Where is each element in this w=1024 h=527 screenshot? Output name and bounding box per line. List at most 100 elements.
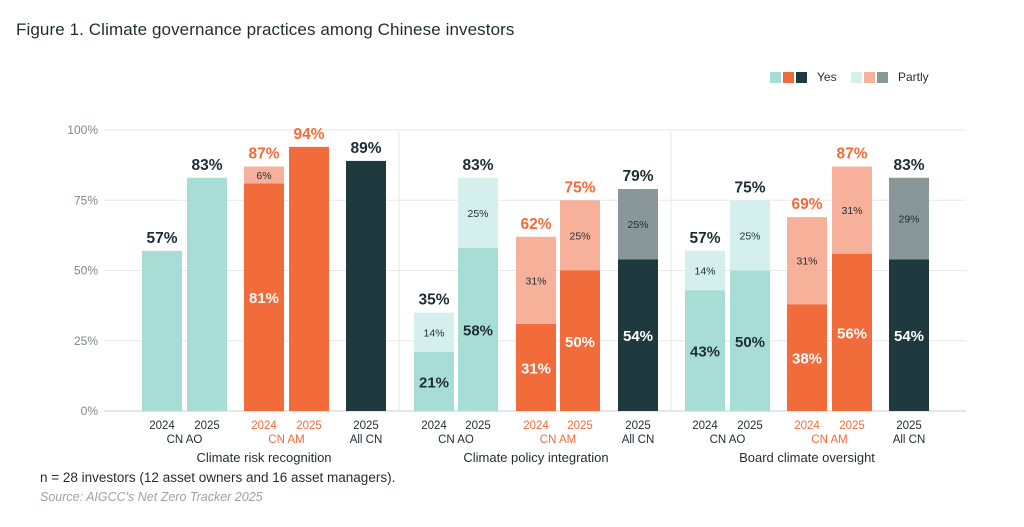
x-group-label: CN AO	[167, 434, 203, 446]
x-group-label: CN AM	[540, 434, 576, 446]
bar-partly-segment	[730, 200, 770, 271]
bar-partly-segment	[832, 166, 872, 254]
bar-yes-segment	[244, 183, 284, 411]
x-group-label: CN AO	[710, 434, 746, 446]
x-year-label: 2025	[567, 420, 593, 432]
legend-partly-swatch-ao	[851, 71, 862, 83]
bar-partly-segment	[414, 312, 454, 352]
bar-partly-segment	[516, 236, 556, 324]
x-year-label: 2025	[353, 420, 379, 432]
bar-yes-segment	[618, 259, 658, 411]
x-year-label: 2024	[421, 420, 447, 432]
legend-yes: Yes	[770, 70, 837, 84]
legend-partly-swatch-am	[864, 71, 875, 83]
x-group-label: All CN	[622, 434, 655, 446]
legend-yes-label: Yes	[817, 70, 837, 84]
source-note: Source: AIGCC's Net Zero Tracker 2025	[40, 490, 263, 504]
bar-partly-label: 25%	[627, 219, 648, 231]
bar-yes-segment	[458, 248, 498, 411]
bar-total-label: 79%	[622, 168, 653, 185]
bar-total-label: 57%	[689, 230, 720, 247]
x-group-label: CN AO	[438, 434, 474, 446]
bar-yes-segment	[516, 323, 556, 411]
x-group-label: All CN	[350, 434, 383, 446]
bar-total-label: 62%	[520, 216, 551, 233]
panel-title: Climate risk recognition	[196, 450, 331, 465]
x-year-label: 2025	[896, 420, 922, 432]
bar-total-label: 35%	[418, 292, 449, 309]
bar-total-label: 89%	[350, 140, 381, 157]
legend-partly: Partly	[851, 70, 929, 84]
panel-title: Board climate oversight	[739, 450, 875, 465]
bar-yes-segment	[787, 304, 827, 411]
y-tick-label: 25%	[74, 334, 98, 348]
bar-partly-label: 25%	[739, 230, 760, 242]
x-year-label: 2025	[296, 420, 322, 432]
legend-yes-swatch-cn	[796, 71, 807, 83]
y-tick-label: 100%	[67, 123, 98, 137]
legend-partly-swatch-cn	[877, 71, 888, 83]
sample-note: n = 28 investors (12 asset owners and 16…	[40, 470, 396, 485]
x-year-label: 2025	[737, 420, 763, 432]
bar-yes-label: 54%	[894, 328, 924, 345]
legend-partly-label: Partly	[898, 70, 929, 84]
x-group-label: CN AM	[268, 434, 304, 446]
bar-partly-segment	[560, 200, 600, 271]
bar-total-label: 83%	[893, 157, 924, 174]
x-year-label: 2024	[794, 420, 820, 432]
bar-yes-label: 56%	[837, 325, 867, 342]
y-tick-label: 75%	[74, 193, 98, 207]
x-group-label: All CN	[893, 434, 926, 446]
x-year-label: 2025	[625, 420, 651, 432]
legend-yes-swatch-am	[783, 71, 794, 83]
legend-yes-swatch-ao	[770, 71, 781, 83]
bar-yes-label: 31%	[521, 360, 551, 377]
bar-partly-label: 25%	[467, 208, 488, 220]
bar-total-label: 75%	[564, 179, 595, 196]
x-year-label: 2024	[149, 420, 175, 432]
bar-total-label: 83%	[462, 157, 493, 174]
x-year-label: 2025	[839, 420, 865, 432]
bar-partly-label: 14%	[423, 327, 444, 339]
bar-partly-label: 31%	[796, 256, 817, 268]
bar-partly-segment	[685, 250, 725, 291]
bar-yes-label: 21%	[419, 374, 449, 391]
figure-title: Figure 1. Climate governance practices a…	[16, 20, 515, 39]
bar-total-label: 75%	[734, 179, 765, 196]
bar-partly-label: 6%	[256, 170, 271, 182]
bar-yes-label: 50%	[565, 334, 595, 351]
bar-yes-segment	[142, 250, 182, 411]
bar-yes-segment	[685, 290, 725, 411]
bar-yes-segment	[187, 177, 227, 411]
bar-total-label: 87%	[836, 146, 867, 163]
bar-total-label: 57%	[146, 230, 177, 247]
bar-partly-segment	[244, 166, 284, 184]
bar-yes-label: 38%	[792, 351, 822, 368]
x-year-label: 2025	[194, 420, 220, 432]
bar-total-label: 87%	[248, 146, 279, 163]
x-year-label: 2025	[465, 420, 491, 432]
x-year-label: 2024	[692, 420, 718, 432]
bar-yes-segment	[346, 160, 386, 411]
bar-partly-label: 29%	[898, 214, 919, 226]
bar-yes-segment	[414, 351, 454, 411]
bar-partly-label: 14%	[694, 266, 715, 278]
x-group-label: CN AM	[811, 434, 847, 446]
bar-yes-segment	[889, 259, 929, 411]
y-tick-label: 50%	[74, 264, 98, 278]
panel-title: Climate policy integration	[463, 450, 608, 465]
bar-partly-label: 31%	[525, 275, 546, 287]
bar-total-label: 83%	[191, 157, 222, 174]
bar-partly-segment	[458, 177, 498, 249]
x-year-label: 2024	[251, 420, 277, 432]
bar-partly-label: 31%	[841, 205, 862, 217]
bar-yes-segment	[832, 253, 872, 411]
bar-yes-segment	[560, 270, 600, 411]
bar-total-label: 69%	[791, 196, 822, 213]
bar-yes-segment	[730, 270, 770, 411]
bar-yes-segment	[289, 146, 329, 412]
bar-yes-label: 54%	[623, 328, 653, 345]
bar-yes-label: 81%	[249, 290, 279, 307]
bar-yes-label: 58%	[463, 323, 493, 340]
